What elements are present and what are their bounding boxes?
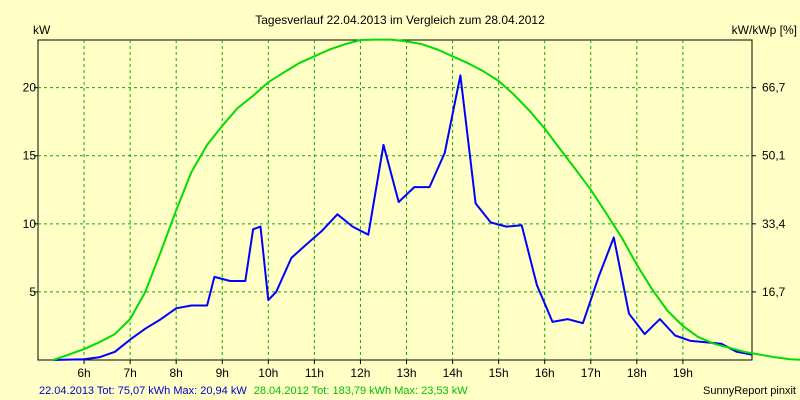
series-layer: [52, 38, 800, 361]
x-tick-label-12: 18h: [627, 366, 647, 380]
y-axis-label-left: kW: [33, 23, 51, 37]
x-tick-label-10: 16h: [535, 366, 555, 380]
x-tick-label-9: 15h: [489, 366, 509, 380]
y-tick-label-right-3: 66,7: [762, 81, 786, 95]
y-tick-label-right-0: 16,7: [762, 285, 786, 299]
x-tick-label-11: 17h: [581, 366, 601, 380]
x-tick-label-1: 7h: [123, 366, 136, 380]
y-tick-label-right-2: 50,1: [762, 149, 786, 163]
x-tick-label-8: 14h: [443, 366, 463, 380]
series-line-2: [52, 38, 800, 361]
x-tick-label-6: 12h: [350, 366, 370, 380]
x-tick-label-13: 19h: [673, 366, 693, 380]
footer-credit: SunnyReport pinxit: [703, 385, 796, 397]
x-tick-label-7: 13h: [397, 366, 417, 380]
x-tick-label-3: 9h: [216, 366, 229, 380]
chart-title: Tagesverlauf 22.04.2013 im Vergleich zum…: [255, 13, 545, 27]
y-tick-label-left-1: 10: [23, 217, 37, 231]
footer: 22.04.2013 Tot: 75,07 kWh Max: 20,94 kW …: [39, 385, 468, 397]
y-axis-label-right: kW/kWp [%]: [732, 23, 797, 37]
plot-area: [37, 39, 753, 361]
y-tick-label-left-2: 15: [23, 149, 37, 163]
x-tick-label-0: 6h: [77, 366, 90, 380]
axis-ticks: 6h 7h 8h 9h 10h 11h 12h 13h 14h 15h 16h 17h 18h 19h 5 1…: [23, 81, 786, 380]
grid-lines: [38, 40, 752, 360]
y-tick-label-right-1: 33,4: [762, 217, 786, 231]
y-tick-label-left-3: 20: [23, 81, 37, 95]
x-tick-label-2: 8h: [170, 366, 183, 380]
footer-series-2: 28.04.2012 Tot: 183,79 kWh Max: 23,53 kW: [254, 385, 468, 397]
x-tick-label-5: 11h: [305, 366, 324, 380]
footer-series-1: 22.04.2013 Tot: 75,07 kWh Max: 20,94 kW: [39, 385, 247, 397]
y-tick-label-left-0: 5: [29, 285, 36, 299]
x-tick-label-4: 10h: [258, 366, 278, 380]
series-line-1: [53, 74, 753, 361]
